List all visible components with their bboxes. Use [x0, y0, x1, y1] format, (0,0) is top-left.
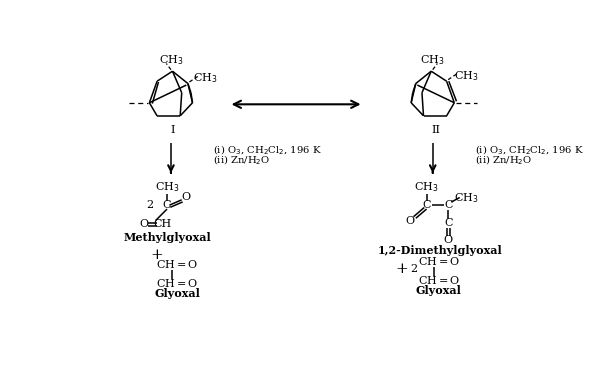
- Text: CH: CH: [153, 220, 172, 229]
- Text: O: O: [139, 220, 148, 229]
- Text: CH$=$O: CH$=$O: [418, 274, 460, 286]
- Text: (i) O$_3$, CH$_2$Cl$_2$, 196 K: (i) O$_3$, CH$_2$Cl$_2$, 196 K: [475, 143, 584, 156]
- Text: C: C: [163, 200, 171, 210]
- Text: CH$=$O: CH$=$O: [418, 255, 460, 267]
- Text: (i) O$_3$, CH$_2$Cl$_2$, 196 K: (i) O$_3$, CH$_2$Cl$_2$, 196 K: [213, 143, 322, 156]
- Text: 2: 2: [410, 264, 417, 274]
- Text: CH$=$O: CH$=$O: [156, 258, 198, 270]
- Text: 1,2-Dimethylglyoxal: 1,2-Dimethylglyoxal: [378, 245, 503, 256]
- Text: 2: 2: [146, 200, 153, 210]
- Text: C: C: [423, 200, 431, 210]
- Text: O: O: [444, 235, 453, 245]
- Text: I: I: [170, 125, 175, 135]
- Text: CH$_3$: CH$_3$: [193, 71, 217, 85]
- Text: CH$_3$: CH$_3$: [155, 180, 179, 194]
- Text: O: O: [182, 192, 191, 203]
- Text: C: C: [444, 218, 452, 228]
- Text: Methylglyoxal: Methylglyoxal: [123, 232, 211, 243]
- Text: +: +: [395, 262, 408, 276]
- Text: Glyoxal: Glyoxal: [154, 288, 200, 299]
- Text: Glyoxal: Glyoxal: [416, 285, 462, 296]
- Text: (ii) Zn/H$_2$O: (ii) Zn/H$_2$O: [213, 154, 270, 167]
- Text: CH$_3$: CH$_3$: [415, 180, 439, 194]
- Text: CH$=$O: CH$=$O: [156, 277, 198, 289]
- Text: +: +: [151, 248, 163, 262]
- Text: II: II: [431, 125, 440, 135]
- Text: CH$_3$: CH$_3$: [455, 69, 479, 83]
- Text: CH$_3$: CH$_3$: [421, 54, 445, 68]
- Text: C: C: [444, 200, 452, 210]
- Text: O: O: [405, 217, 414, 226]
- Text: (ii) Zn/H$_2$O: (ii) Zn/H$_2$O: [475, 154, 532, 167]
- Text: CH$_3$: CH$_3$: [159, 54, 183, 68]
- Text: CH$_3$: CH$_3$: [455, 191, 479, 205]
